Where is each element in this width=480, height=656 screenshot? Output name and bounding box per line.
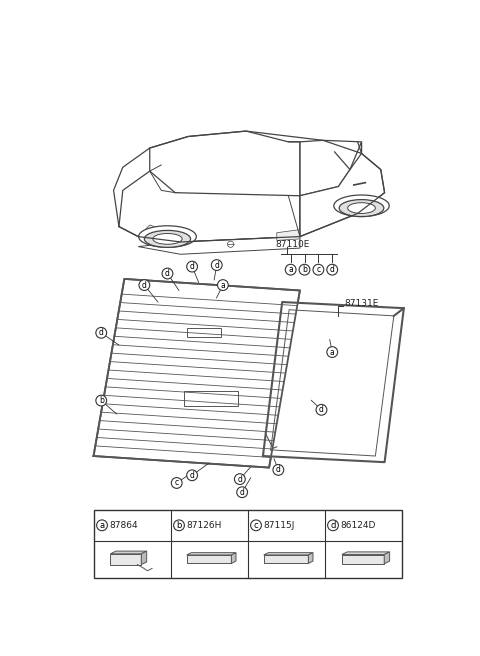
Text: b: b (99, 396, 104, 405)
Circle shape (162, 268, 173, 279)
Ellipse shape (334, 195, 389, 216)
Text: d: d (142, 281, 147, 289)
Polygon shape (110, 551, 147, 554)
Polygon shape (119, 171, 300, 242)
Polygon shape (300, 142, 384, 237)
Circle shape (327, 346, 337, 358)
Polygon shape (114, 131, 384, 242)
Bar (94, 510, 402, 578)
Text: 86124D: 86124D (341, 521, 376, 530)
Text: d: d (276, 465, 281, 474)
Polygon shape (342, 554, 384, 564)
Polygon shape (188, 152, 332, 197)
Text: 87131E: 87131E (345, 299, 379, 308)
Text: a: a (99, 521, 105, 530)
Text: d: d (190, 262, 194, 271)
Text: d: d (319, 405, 324, 415)
Polygon shape (384, 552, 390, 564)
Circle shape (217, 279, 228, 291)
Ellipse shape (153, 234, 182, 244)
Text: d: d (238, 475, 242, 483)
Polygon shape (110, 554, 141, 565)
Text: a: a (330, 348, 335, 357)
Circle shape (96, 395, 107, 406)
Text: 87115J: 87115J (264, 521, 295, 530)
Polygon shape (150, 131, 300, 200)
Circle shape (96, 327, 107, 338)
Polygon shape (342, 552, 390, 554)
Polygon shape (263, 302, 404, 462)
Circle shape (174, 520, 184, 531)
Circle shape (273, 464, 284, 475)
Polygon shape (187, 328, 221, 337)
Circle shape (187, 261, 197, 272)
Text: d: d (99, 328, 104, 337)
Text: d: d (240, 487, 245, 497)
Polygon shape (308, 552, 313, 564)
Circle shape (313, 264, 324, 275)
Text: d: d (330, 265, 335, 274)
Polygon shape (187, 552, 236, 555)
Text: d: d (165, 269, 170, 278)
Circle shape (237, 487, 248, 498)
Text: a: a (288, 265, 293, 274)
Polygon shape (175, 142, 350, 200)
Circle shape (228, 241, 234, 247)
Text: c: c (175, 478, 179, 487)
Text: d: d (330, 521, 336, 530)
Polygon shape (146, 225, 173, 237)
Circle shape (234, 474, 245, 485)
Circle shape (327, 264, 337, 275)
Circle shape (171, 478, 182, 488)
Polygon shape (187, 555, 231, 564)
Polygon shape (231, 552, 236, 564)
Text: b: b (176, 521, 182, 530)
Circle shape (187, 470, 197, 481)
Ellipse shape (144, 230, 191, 247)
Text: c: c (316, 265, 321, 274)
Polygon shape (141, 551, 147, 565)
Circle shape (211, 260, 222, 270)
Circle shape (299, 264, 310, 275)
Ellipse shape (139, 226, 196, 247)
Text: d: d (190, 471, 194, 480)
Circle shape (96, 520, 108, 531)
Circle shape (251, 520, 262, 531)
Text: 87110E: 87110E (275, 240, 310, 249)
Polygon shape (264, 552, 313, 555)
Ellipse shape (339, 199, 384, 216)
Polygon shape (138, 237, 300, 255)
Polygon shape (184, 390, 238, 406)
Ellipse shape (348, 203, 375, 213)
Text: 87126H: 87126H (187, 521, 222, 530)
Circle shape (139, 279, 150, 291)
Polygon shape (277, 230, 300, 240)
Text: 87864: 87864 (110, 521, 138, 530)
Text: a: a (220, 281, 225, 289)
Polygon shape (94, 279, 300, 468)
Circle shape (328, 520, 338, 531)
Polygon shape (288, 140, 361, 195)
Text: c: c (254, 521, 258, 530)
Text: b: b (302, 265, 307, 274)
Circle shape (285, 264, 296, 275)
Text: d: d (214, 260, 219, 270)
Polygon shape (264, 555, 308, 564)
Circle shape (316, 405, 327, 415)
